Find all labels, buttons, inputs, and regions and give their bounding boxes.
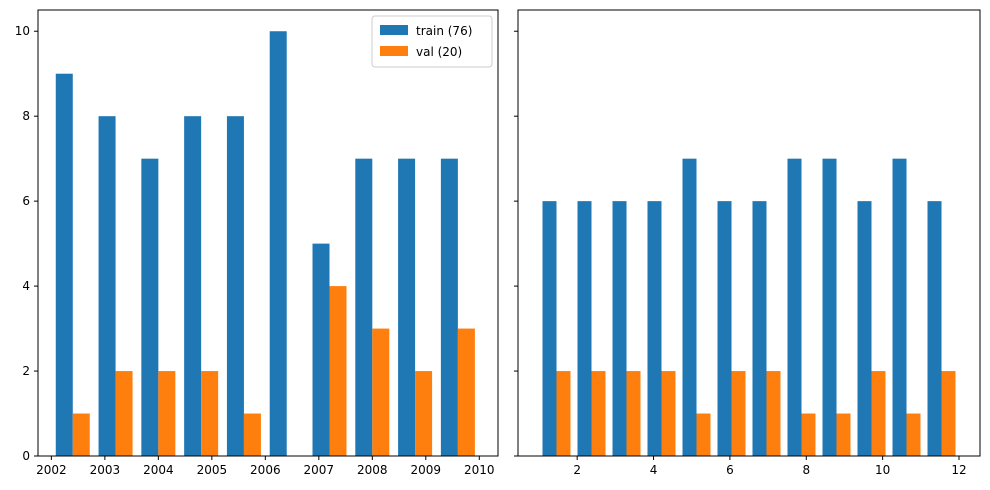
y-tick-label: 0 <box>22 449 30 463</box>
legend-swatch <box>380 46 408 56</box>
x-tick-label: 10 <box>875 463 890 477</box>
train-bar-5 <box>717 201 732 456</box>
val-bar-2 <box>158 371 176 456</box>
y-tick-label: 4 <box>22 279 30 293</box>
val-bar-6 <box>766 371 781 456</box>
axes-frame <box>517 9 981 457</box>
train-bar-9 <box>440 158 458 457</box>
y-tick-label: 8 <box>22 109 30 123</box>
val-bar-4 <box>696 413 711 456</box>
axes-frame <box>37 9 499 457</box>
x-tick-label: 2006 <box>250 463 281 477</box>
x-tick-label: 2009 <box>411 463 442 477</box>
train-bar-8 <box>398 158 416 457</box>
val-bar-2 <box>626 371 641 456</box>
train-bar-1 <box>98 116 116 456</box>
x-tick-label: 2007 <box>304 463 335 477</box>
y-tick-label: 2 <box>22 364 30 378</box>
val-bar-3 <box>201 371 219 456</box>
val-bar-1 <box>115 371 133 456</box>
train-bar-6 <box>752 201 767 456</box>
train-bar-3 <box>184 116 202 456</box>
train-bar-7 <box>787 158 802 457</box>
legend-label: val (20) <box>416 45 462 59</box>
val-bar-1 <box>591 371 606 456</box>
x-tick-label: 8 <box>802 463 810 477</box>
val-bar-7 <box>801 413 816 456</box>
val-bar-9 <box>871 371 886 456</box>
train-bar-6 <box>312 243 330 456</box>
val-bar-3 <box>661 371 676 456</box>
val-bar-8 <box>415 371 433 456</box>
x-tick-label: 2002 <box>36 463 67 477</box>
train-bar-2 <box>612 201 627 456</box>
val-bar-9 <box>457 328 475 456</box>
train-bar-8 <box>822 158 837 457</box>
x-tick-label: 2 <box>573 463 581 477</box>
x-tick-label: 2005 <box>197 463 228 477</box>
left-subplot: 2002 2003 2004 2005 2006 2007 2008 2009 2010 0 2 4 6… <box>15 9 499 477</box>
train-bar-9 <box>857 201 872 456</box>
y-tick-label: 10 <box>15 24 30 38</box>
train-bar-3 <box>647 201 662 456</box>
x-tick-label: 2008 <box>357 463 388 477</box>
val-bar-11 <box>941 371 956 456</box>
right-subplot: 2 4 6 8 10 12 <box>514 9 981 477</box>
x-tick-label: 2010 <box>464 463 495 477</box>
legend: train (76) val (20) <box>371 15 493 68</box>
val-bar-0 <box>72 413 90 456</box>
val-bar-6 <box>329 286 347 456</box>
val-bar-7 <box>372 328 390 456</box>
train-bar-10 <box>892 158 907 457</box>
train-bar-0 <box>55 73 73 457</box>
val-bar-0 <box>556 371 571 456</box>
train-bar-4 <box>682 158 697 457</box>
y-tick-label: 6 <box>22 194 30 208</box>
legend-label: train (76) <box>416 24 472 38</box>
val-bar-5 <box>731 371 746 456</box>
train-bar-0 <box>542 201 557 456</box>
legend-swatch <box>380 25 408 35</box>
train-bar-11 <box>927 201 942 456</box>
x-tick-label: 4 <box>650 463 658 477</box>
val-bar-10 <box>906 413 921 456</box>
x-tick-label: 6 <box>726 463 734 477</box>
train-bar-1 <box>577 201 592 456</box>
train-bar-5 <box>269 31 287 457</box>
train-bar-2 <box>141 158 159 457</box>
train-bar-7 <box>355 158 373 457</box>
val-bar-8 <box>836 413 851 456</box>
train-bar-4 <box>226 116 244 456</box>
val-bar-4 <box>243 413 261 456</box>
x-tick-label: 2003 <box>90 463 121 477</box>
x-tick-label: 12 <box>951 463 966 477</box>
x-tick-label: 2004 <box>143 463 174 477</box>
